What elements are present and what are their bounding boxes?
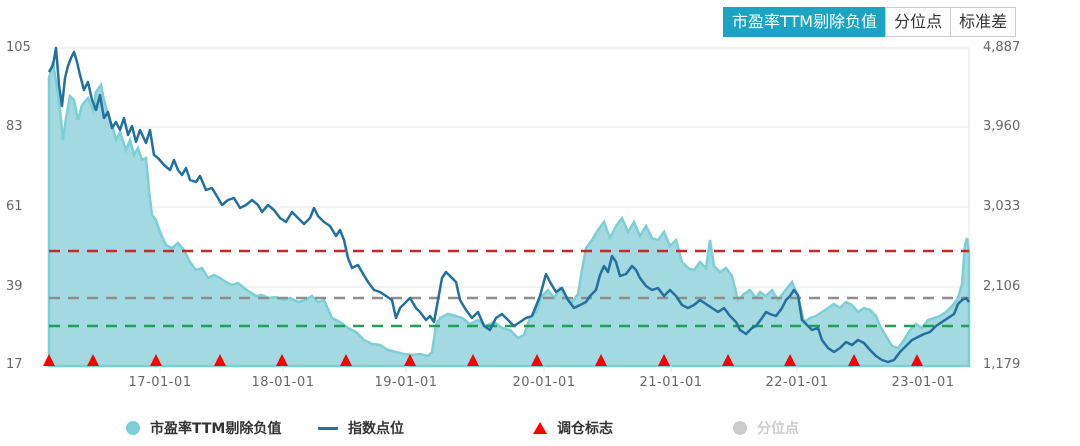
left-axis-tick: 83: [6, 119, 23, 134]
left-axis-tick: 105: [6, 40, 31, 55]
left-axis-tick: 17: [6, 357, 23, 372]
rebalance-marker-icon: [658, 354, 670, 366]
rebalance-marker-icon: [467, 354, 479, 366]
legend-item-index[interactable]: 指数点位: [318, 418, 404, 438]
x-axis-tick: 19-01-01: [374, 375, 438, 390]
rebalance-marker-icon: [340, 354, 352, 366]
rebalance-marker-icon: [214, 354, 226, 366]
legend-item-quantile[interactable]: 分位点: [733, 418, 799, 438]
left-axis-tick: 39: [6, 279, 23, 294]
rebalance-markers: [43, 354, 923, 366]
x-axis-tick: 17-01-01: [128, 375, 192, 390]
right-axis-tick: 3,033: [983, 199, 1021, 214]
legend-label: 分位点: [757, 421, 799, 437]
right-axis-tick: 1,179: [983, 357, 1021, 372]
x-axis-tick: 21-01-01: [639, 375, 703, 390]
rebalance-marker-icon: [276, 354, 288, 366]
circle-icon: [733, 421, 747, 435]
chart-legend: 市盈率TTM剔除负值 指数点位 调仓标志 分位点: [0, 418, 1080, 440]
rebalance-marker-icon: [911, 354, 923, 366]
rebalance-marker-icon: [531, 354, 543, 366]
right-axis-tick: 4,887: [983, 40, 1021, 55]
right-axis-tick: 3,960: [983, 119, 1021, 134]
legend-label: 市盈率TTM剔除负值: [150, 421, 282, 437]
legend-item-rebalance[interactable]: 调仓标志: [533, 418, 613, 438]
std-dev-button[interactable]: 标准差: [950, 7, 1017, 37]
rebalance-marker-icon: [43, 354, 55, 366]
legend-item-pe[interactable]: 市盈率TTM剔除负值: [126, 418, 281, 438]
line-icon: [318, 426, 338, 430]
pe-area: [47, 61, 971, 368]
rebalance-marker-icon: [87, 354, 99, 366]
index-line: [47, 46, 970, 364]
quantile-button[interactable]: 分位点: [885, 7, 952, 37]
pe-ttm-button[interactable]: 市盈率TTM剔除负值: [723, 7, 887, 37]
metric-toggle-group: 市盈率TTM剔除负值 分位点 标准差: [723, 7, 1017, 37]
x-axis-tick: 20-01-01: [512, 375, 576, 390]
triangle-icon: [533, 422, 547, 434]
x-axis-tick: 23-01-01: [891, 375, 955, 390]
x-axis-tick: 18-01-01: [251, 375, 315, 390]
rebalance-marker-icon: [595, 354, 607, 366]
circle-icon: [126, 421, 140, 435]
legend-label: 指数点位: [348, 421, 404, 437]
rebalance-marker-icon: [150, 354, 162, 366]
rebalance-marker-icon: [848, 354, 860, 366]
rebalance-marker-icon: [404, 354, 416, 366]
rebalance-marker-icon: [722, 354, 734, 366]
x-axis-tick: 22-01-01: [765, 375, 829, 390]
legend-label: 调仓标志: [557, 421, 613, 437]
rebalance-marker-icon: [784, 354, 796, 366]
right-axis-tick: 2,106: [983, 279, 1021, 294]
left-axis-tick: 61: [6, 199, 23, 214]
